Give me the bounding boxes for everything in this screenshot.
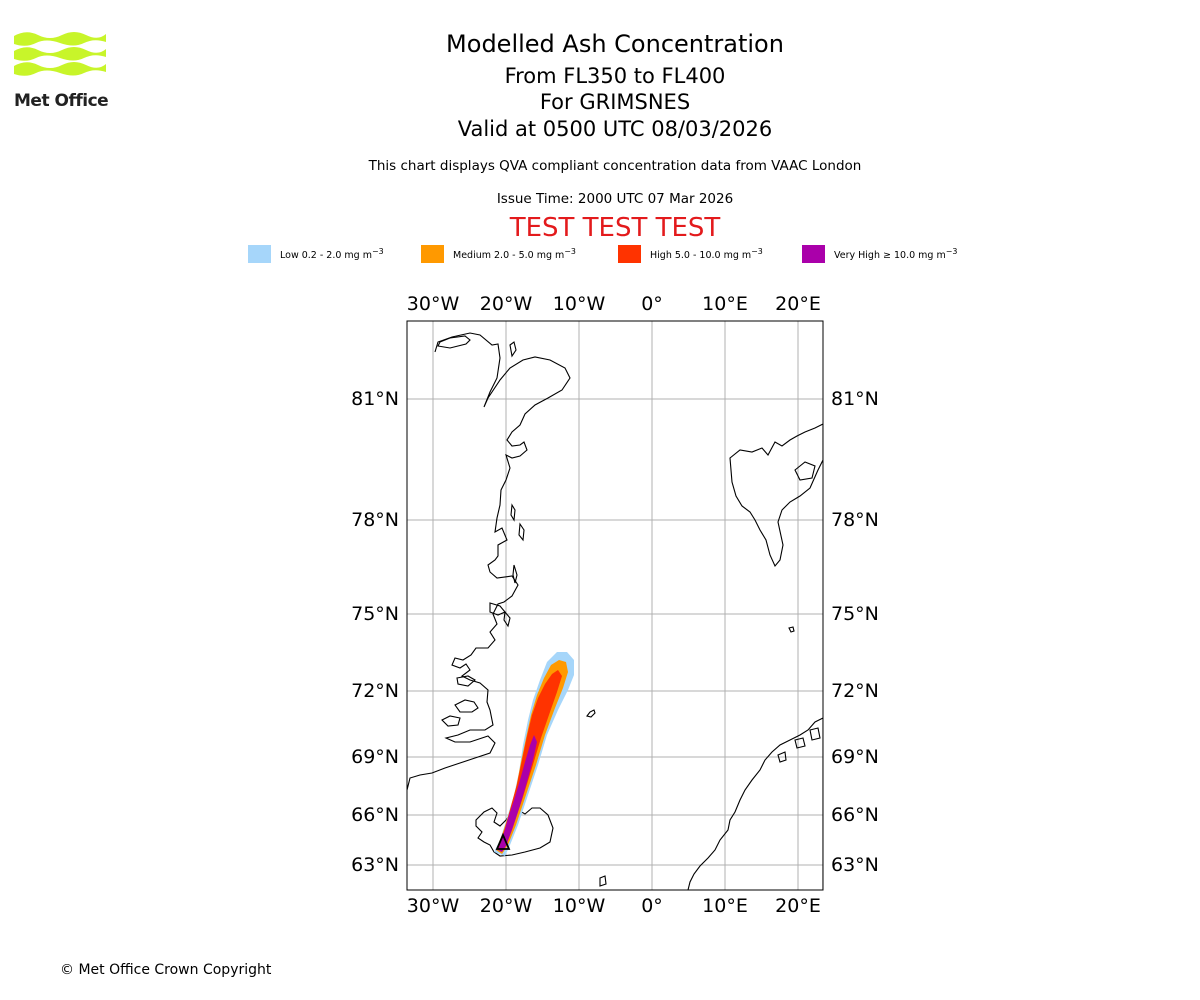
coastlines	[407, 332, 823, 890]
lat-tick-left: 78°N	[351, 509, 399, 531]
logo-text: Met Office	[14, 91, 109, 111]
lon-tick-bottom: 10°W	[553, 895, 606, 917]
lon-tick-bottom: 0°	[641, 895, 663, 917]
lat-tick-left: 63°N	[351, 854, 399, 876]
coastline-greenland-east-island	[509, 341, 517, 358]
coastline-norway-island-4	[599, 875, 607, 887]
legend-item-low: Low 0.2 - 2.0 mg m−3	[248, 244, 384, 264]
lat-tick-right: 75°N	[831, 603, 879, 625]
legend-label-very-high: Very High ≥ 10.0 mg m−3	[834, 246, 958, 262]
issue-time: Issue Time: 2000 UTC 07 Mar 2026	[496, 191, 734, 207]
coastline-norway-island-3	[777, 751, 787, 763]
lat-tick-right: 63°N	[831, 854, 879, 876]
legend-item-high: High 5.0 - 10.0 mg m−3	[618, 244, 763, 264]
legend-swatch-high	[618, 245, 641, 263]
plume-very-high	[498, 735, 537, 852]
coastline-greenland-east-island-5	[503, 610, 511, 628]
coastline-greenland-east-island-3	[512, 564, 518, 584]
lat-tick-left: 66°N	[351, 804, 399, 826]
legend: Low 0.2 - 2.0 mg m−3 Medium 2.0 - 5.0 mg…	[0, 244, 1200, 264]
flight-level-range: From FL350 to FL400	[504, 64, 726, 88]
legend-swatch-medium	[421, 245, 444, 263]
coastline-norway	[687, 717, 823, 890]
lat-tick-left: 75°N	[351, 603, 399, 625]
map-content	[407, 332, 823, 890]
volcano-marker-icon	[495, 832, 511, 850]
lon-tick-top: 20°E	[775, 293, 821, 315]
coastline-greenland-fjord-2	[454, 699, 479, 713]
copyright-notice: © Met Office Crown Copyright	[60, 962, 272, 978]
met-office-logo-icon	[14, 32, 106, 76]
lat-tick-right: 78°N	[831, 509, 879, 531]
lon-tick-top: 0°	[641, 293, 663, 315]
coastline-greenland-north-island	[437, 335, 471, 349]
test-banner: TEST TEST TEST	[509, 213, 721, 243]
chart-description: This chart displays QVA compliant concen…	[368, 158, 862, 174]
legend-label-high: High 5.0 - 10.0 mg m−3	[650, 246, 763, 262]
volcano-name: For GRIMSNES	[539, 90, 691, 114]
lat-tick-right: 81°N	[831, 388, 879, 410]
coastline-iceland	[475, 807, 554, 857]
coastline-greenland-fjord-4	[456, 675, 476, 687]
coastline-norway-island-2	[794, 737, 806, 749]
lon-tick-bottom: 30°W	[407, 895, 460, 917]
lat-tick-left: 72°N	[351, 680, 399, 702]
lon-tick-bottom: 20°W	[480, 895, 533, 917]
coastline-greenland-fjord-1	[489, 602, 506, 616]
coastline-svalbard-east	[794, 461, 816, 481]
ash-plume	[494, 652, 574, 856]
legend-item-medium: Medium 2.0 - 5.0 mg m−3	[421, 244, 576, 264]
lon-tick-top: 30°W	[407, 293, 460, 315]
lat-tick-left: 81°N	[351, 388, 399, 410]
coastline-greenland-north	[407, 332, 571, 791]
chart-title: Modelled Ash Concentration	[446, 30, 784, 58]
coastline-greenland-fjord-3	[441, 715, 461, 727]
map-gridlines	[407, 321, 823, 890]
legend-item-very-high: Very High ≥ 10.0 mg m−3	[802, 244, 957, 264]
valid-time: Valid at 0500 UTC 08/03/2026	[457, 117, 773, 141]
legend-swatch-very-high	[802, 245, 825, 263]
legend-swatch-low	[248, 245, 271, 263]
lon-tick-top: 10°E	[702, 293, 748, 315]
lat-tick-right: 69°N	[831, 746, 879, 768]
coastline-jan-mayen	[586, 709, 596, 718]
lon-tick-bottom: 20°E	[775, 895, 821, 917]
coastline-greenland-east-island-2	[510, 503, 516, 522]
coastline-norway-island-1	[809, 727, 821, 741]
lat-tick-right: 66°N	[831, 804, 879, 826]
lat-tick-right: 72°N	[831, 680, 879, 702]
legend-label-medium: Medium 2.0 - 5.0 mg m−3	[453, 246, 576, 262]
legend-label-low: Low 0.2 - 2.0 mg m−3	[280, 246, 384, 262]
coastline-svalbard	[729, 423, 823, 568]
lon-tick-top: 20°W	[480, 293, 533, 315]
lat-tick-left: 69°N	[351, 746, 399, 768]
map-frame	[406, 320, 824, 891]
coastline-greenland-east-island-4	[518, 522, 525, 542]
coastline-bear-island	[788, 626, 795, 633]
lon-tick-bottom: 10°E	[702, 895, 748, 917]
lon-tick-top: 10°W	[553, 293, 606, 315]
